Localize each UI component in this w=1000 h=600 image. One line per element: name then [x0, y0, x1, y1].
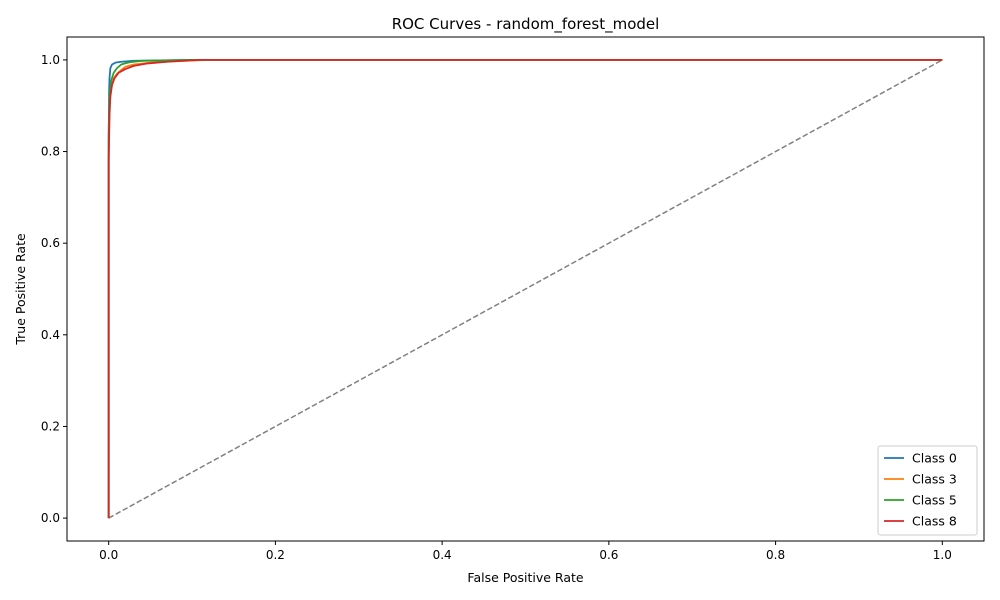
- chart-title: ROC Curves - random_forest_model: [392, 15, 660, 34]
- legend-label: Class 3: [912, 472, 957, 487]
- reference-diagonal-line: [108, 59, 943, 519]
- legend-label: Class 5: [912, 493, 957, 508]
- legend-label: Class 8: [912, 514, 957, 529]
- x-tick-label: 0.6: [599, 548, 618, 562]
- x-tick-label: 0.8: [766, 548, 785, 562]
- y-tick-label: 0.0: [41, 511, 60, 525]
- y-tick-label: 0.8: [41, 145, 60, 159]
- y-tick-label: 0.4: [41, 328, 60, 342]
- y-tick-label: 0.2: [41, 419, 60, 433]
- y-tick-label: 0.6: [41, 236, 60, 250]
- y-axis-label: True Positive Rate: [13, 233, 28, 346]
- legend-label: Class 0: [912, 451, 957, 466]
- x-axis-label: False Positive Rate: [467, 570, 583, 585]
- legend-box: [877, 445, 978, 536]
- legend: Class 0 Class 3 Class 5 Class 8: [877, 445, 978, 536]
- y-tick-label: 1.0: [41, 53, 60, 67]
- x-tick-label: 0.2: [266, 548, 285, 562]
- plot-frame: [66, 36, 985, 542]
- x-tick-label: 0.0: [99, 548, 118, 562]
- series-line-class-8: [107, 59, 943, 519]
- x-tick-label: 0.4: [433, 548, 452, 562]
- x-tick-label: 1.0: [933, 548, 952, 562]
